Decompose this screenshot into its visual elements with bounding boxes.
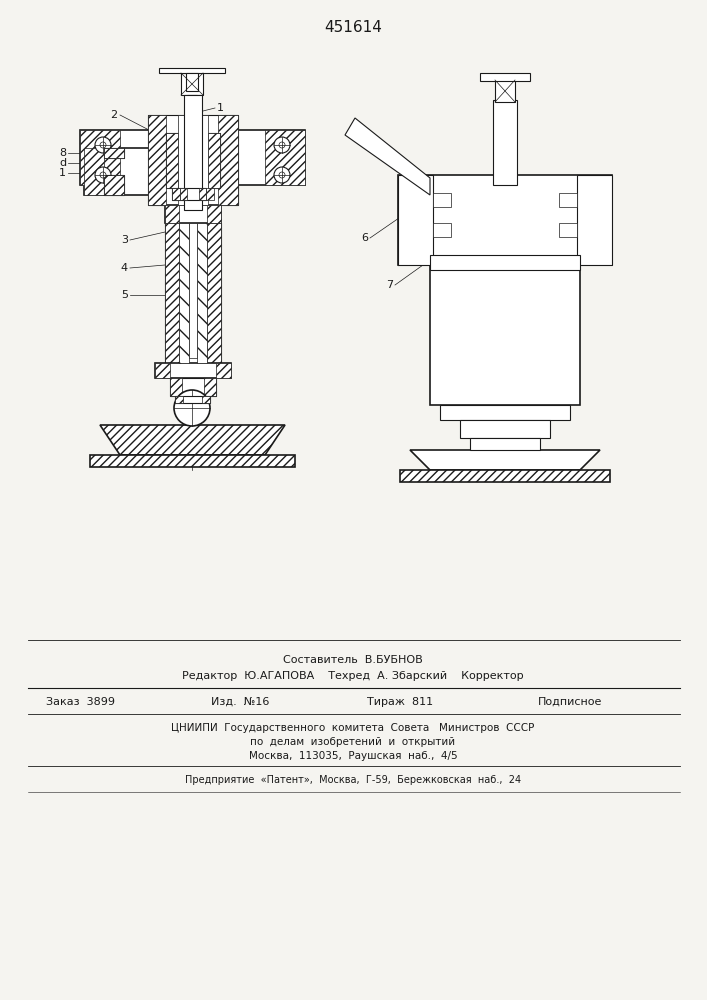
Bar <box>159 68 225 73</box>
Bar <box>187 95 197 115</box>
Polygon shape <box>100 425 285 455</box>
Bar <box>207 205 221 223</box>
Text: Тираж  811: Тираж 811 <box>367 697 433 707</box>
Bar <box>175 396 183 403</box>
Bar <box>80 130 305 185</box>
Text: Предприятие  «Патент»,  Москва,  Г-59,  Бережковская  наб.,  24: Предприятие «Патент», Москва, Г-59, Бере… <box>185 775 521 785</box>
Circle shape <box>95 137 111 153</box>
Text: 1: 1 <box>217 103 224 113</box>
Bar <box>430 255 580 270</box>
Bar <box>90 455 295 467</box>
Bar <box>202 396 210 403</box>
Text: 4: 4 <box>121 263 128 273</box>
Bar <box>175 396 210 403</box>
Bar <box>170 378 216 396</box>
Bar <box>400 470 610 482</box>
Circle shape <box>100 142 106 148</box>
Circle shape <box>174 390 210 426</box>
Bar <box>433 223 451 237</box>
Bar <box>180 188 187 200</box>
Bar <box>180 188 206 200</box>
Circle shape <box>95 167 111 183</box>
Bar <box>577 175 612 265</box>
Bar <box>148 115 166 205</box>
Bar <box>181 73 203 95</box>
Bar <box>218 115 238 205</box>
Bar <box>440 405 570 420</box>
Bar <box>216 363 231 378</box>
Bar <box>207 223 221 363</box>
Text: 6: 6 <box>361 233 368 243</box>
Bar <box>460 420 550 438</box>
Polygon shape <box>410 450 600 470</box>
Circle shape <box>279 172 285 178</box>
Bar <box>265 130 305 185</box>
Bar <box>166 133 220 188</box>
Bar <box>84 148 149 195</box>
Bar <box>186 73 198 91</box>
Bar <box>559 223 577 237</box>
Bar <box>189 223 197 358</box>
Bar <box>104 148 124 158</box>
Bar <box>398 175 612 265</box>
Bar <box>172 188 180 200</box>
Bar <box>84 148 104 195</box>
Bar <box>166 133 178 188</box>
Circle shape <box>274 167 290 183</box>
Bar <box>206 188 214 200</box>
Circle shape <box>279 142 285 148</box>
Bar <box>165 205 179 223</box>
Bar <box>398 175 433 265</box>
Bar <box>178 115 208 205</box>
Bar <box>148 115 238 205</box>
Bar <box>493 100 517 185</box>
Text: 451614: 451614 <box>324 20 382 35</box>
Bar <box>104 175 124 195</box>
Text: 3: 3 <box>121 235 128 245</box>
Bar <box>199 188 206 200</box>
Bar <box>165 223 179 363</box>
Bar <box>184 95 202 210</box>
Bar <box>208 133 220 188</box>
Text: Редактор  Ю.АГАПОВА    Техред  А. Збарский    Корректор: Редактор Ю.АГАПОВА Техред А. Збарский Ко… <box>182 671 524 681</box>
Text: Составитель  В.БУБНОВ: Составитель В.БУБНОВ <box>283 655 423 665</box>
Bar <box>155 363 231 378</box>
Bar <box>197 223 207 363</box>
Bar <box>470 438 540 450</box>
Bar <box>480 73 530 81</box>
Bar <box>155 363 170 378</box>
Text: Подписное: Подписное <box>538 697 602 707</box>
Text: 5: 5 <box>121 290 128 300</box>
Bar <box>104 148 124 158</box>
Text: Заказ  3899: Заказ 3899 <box>45 697 115 707</box>
Bar <box>165 205 221 223</box>
Circle shape <box>274 137 290 153</box>
Text: по  делам  изобретений  и  открытий: по делам изобретений и открытий <box>250 737 455 747</box>
Bar <box>495 80 515 102</box>
Bar <box>104 175 124 195</box>
Text: d: d <box>59 158 66 168</box>
Bar <box>430 260 580 405</box>
Text: Москва,  113035,  Раушская  наб.,  4/5: Москва, 113035, Раушская наб., 4/5 <box>249 751 457 761</box>
Bar <box>80 130 120 185</box>
Bar <box>204 378 216 396</box>
Bar <box>165 223 221 363</box>
Bar <box>559 193 577 207</box>
Text: 1: 1 <box>59 168 66 178</box>
Bar <box>172 188 180 200</box>
Text: 7: 7 <box>386 280 393 290</box>
Bar <box>433 193 451 207</box>
Circle shape <box>100 172 106 178</box>
Bar <box>179 223 189 363</box>
Text: Изд.  №16: Изд. №16 <box>211 697 269 707</box>
Text: 8: 8 <box>59 148 66 158</box>
Text: ЦНИИПИ  Государственного  комитета  Совета   Министров  СССР: ЦНИИПИ Государственного комитета Совета … <box>171 723 534 733</box>
Text: 2: 2 <box>110 110 117 120</box>
Polygon shape <box>345 118 430 195</box>
Bar <box>170 378 182 396</box>
